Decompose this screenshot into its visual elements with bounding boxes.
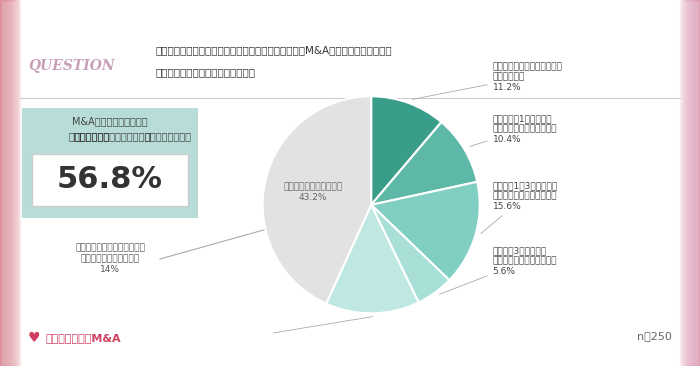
Bar [688,0,700,366]
Bar [0,0,1,366]
Bar [0,0,3,366]
Bar [696,0,700,366]
Bar [0,0,6,366]
Bar [0,0,11,366]
Wedge shape [371,205,449,302]
FancyBboxPatch shape [32,154,188,206]
Wedge shape [371,96,442,205]
Bar [0,0,19,366]
Bar [685,0,700,366]
Text: 56.8%: 56.8% [57,165,163,194]
Bar [0,0,16,366]
Text: 意向状況はどのようなものですか？: 意向状況はどのようなものですか？ [155,67,255,77]
Bar [0,0,10,366]
Text: 何らかの意向を持っている割合: 何らかの意向を持っている割合 [69,131,151,141]
Bar [690,0,700,366]
Bar [0,0,2,366]
Wedge shape [371,182,480,280]
Text: 現在、あなたが経営する自社の売却や譲渡（いわゆるM&Aによるイグジット）の: 現在、あなたが経営する自社の売却や譲渡（いわゆるM&Aによるイグジット）の [155,45,391,55]
Text: を持っている割合: を持っている割合 [145,131,192,141]
Bar [0,0,9,366]
Bar [698,0,700,366]
Bar [687,0,700,366]
Bar [0,0,8,366]
Text: 売却・譲渡の意向はあるが、: 売却・譲渡の意向はあるが、 [75,243,145,253]
Text: 中期的（1〜3年以内）に
売却・譲渡を検討している
15.6%: 中期的（1〜3年以内）に 売却・譲渡を検討している 15.6% [481,181,558,234]
Text: M&Aによるイグジットに: M&Aによるイグジットに [72,116,148,126]
Wedge shape [371,122,477,205]
Bar [697,0,700,366]
Text: 具体的な計画はまだない: 具体的な計画はまだない [80,254,139,264]
Bar [682,0,700,366]
Bar [692,0,700,366]
Text: 近い将来（1年以内）に
売却・譲渡を検討している
10.4%: 近い将来（1年以内）に 売却・譲渡を検討している 10.4% [470,114,557,146]
Text: 何らかの意向: 何らかの意向 [75,131,111,141]
Bar [693,0,700,366]
Bar [0,0,17,366]
Wedge shape [326,205,419,313]
Wedge shape [262,96,371,304]
Text: ♥: ♥ [28,331,41,345]
Bar [680,0,700,366]
Bar [0,0,4,366]
Bar [695,0,700,366]
Bar [683,0,700,366]
Bar [699,0,700,366]
Bar [0,0,14,366]
Text: 14%: 14% [100,265,120,274]
Text: 長期的（3年以上）に
売却・譲渡を検討している
5.6%: 長期的（3年以上）に 売却・譲渡を検討している 5.6% [440,246,557,294]
Bar [691,0,700,366]
Bar [0,0,5,366]
Text: 具体的な売却・譲渡の計画が
進行中である
11.2%: 具体的な売却・譲渡の計画が 進行中である 11.2% [412,62,563,99]
Text: QUESTION: QUESTION [28,59,115,73]
Text: スタートアップM&A: スタートアップM&A [45,333,120,343]
Bar [0,0,18,366]
Bar [0,0,7,366]
Bar [0,0,13,366]
Bar [681,0,700,366]
Bar [0,0,15,366]
Bar [0,0,12,366]
Bar [0,0,20,366]
Bar [694,0,700,366]
FancyBboxPatch shape [22,108,198,218]
Bar [686,0,700,366]
Bar [684,0,700,366]
Bar [689,0,700,366]
Text: n＝250: n＝250 [637,331,672,341]
Text: 売却・譲渡の意向はない
43.2%: 売却・譲渡の意向はない 43.2% [284,183,342,202]
